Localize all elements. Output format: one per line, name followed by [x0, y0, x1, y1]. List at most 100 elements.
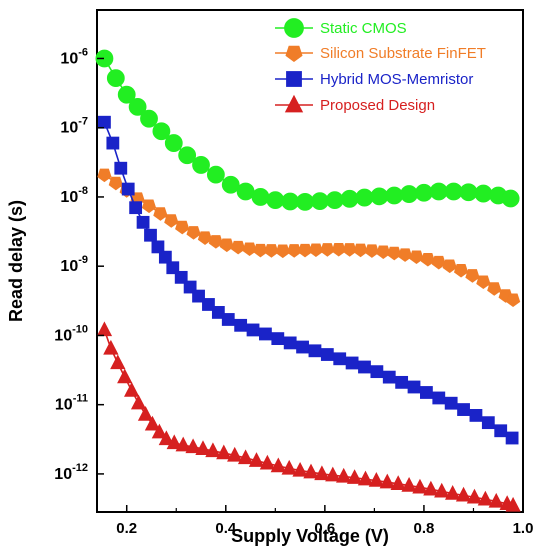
data-point	[368, 472, 385, 487]
legend-label: Hybrid MOS-Memristor	[320, 71, 473, 88]
data-point	[311, 192, 329, 211]
data-point	[358, 360, 371, 374]
plot-frame	[96, 9, 524, 513]
data-point	[412, 478, 428, 494]
data-point	[251, 188, 270, 206]
x-axis-tick-labels: 0.2 0.4 0.6 0.8 1.0	[116, 520, 533, 537]
axis-ticks	[97, 57, 524, 512]
data-point	[219, 238, 234, 253]
data-point	[216, 444, 232, 460]
data-point	[465, 269, 480, 283]
data-point	[303, 463, 319, 479]
data-point	[494, 424, 508, 438]
data-point	[442, 259, 457, 274]
data-point	[474, 184, 493, 203]
data-point	[346, 469, 363, 484]
data-point	[117, 368, 133, 384]
data-point	[340, 189, 359, 208]
y-tick-label: 10-6	[60, 46, 88, 67]
data-point	[487, 282, 502, 296]
data-point	[174, 270, 188, 284]
data-point	[192, 289, 205, 303]
legend: Static CMOS Silicon Substrate FinFET Hybri…	[275, 18, 486, 114]
data-point	[501, 189, 520, 208]
legend-marker	[284, 94, 304, 113]
data-point	[151, 240, 165, 254]
data-point	[281, 459, 297, 475]
y-axis-tick-labels: 10-6 10-7 10-8 10-9 10-10 10-11 10-12	[54, 46, 88, 482]
legend-label: Proposed Design	[320, 97, 435, 114]
x-tick-label: 0.8	[414, 520, 435, 537]
data-point	[246, 323, 260, 337]
data-point	[345, 356, 359, 370]
data-point	[355, 188, 374, 207]
data-point	[97, 168, 112, 183]
data-point	[164, 214, 179, 228]
data-point	[108, 176, 123, 191]
data-point	[259, 454, 276, 470]
data-point	[459, 183, 478, 202]
data-point	[271, 332, 285, 346]
plot-area	[96, 9, 524, 513]
legend-marker	[286, 71, 302, 87]
data-point	[124, 381, 140, 397]
data-point	[117, 85, 136, 104]
series-triangle	[96, 321, 521, 512]
data-point	[140, 109, 158, 128]
data-point	[336, 467, 352, 483]
data-point	[429, 182, 448, 201]
data-point	[453, 263, 469, 278]
data-point	[175, 436, 191, 452]
data-point	[320, 243, 335, 257]
data-point	[166, 261, 180, 275]
y-axis-title: Read delay (s)	[6, 200, 26, 322]
data-point	[481, 416, 495, 430]
x-tick-label: 0.4	[215, 520, 237, 537]
y-tick-label: 10-8	[60, 185, 88, 206]
x-tick-label: 0.2	[116, 520, 137, 537]
data-point	[185, 438, 201, 454]
data-point	[195, 440, 211, 456]
data-point	[364, 244, 380, 258]
data-point	[444, 396, 458, 410]
data-point	[110, 354, 126, 370]
data-point	[466, 488, 483, 504]
data-point	[259, 327, 272, 341]
data-point	[420, 386, 433, 399]
data-point	[469, 409, 483, 422]
data-point	[308, 243, 324, 258]
data-point	[445, 485, 461, 500]
data-point	[129, 201, 143, 215]
data-point	[114, 161, 128, 175]
data-point	[308, 344, 322, 358]
series-square	[98, 115, 519, 445]
data-point	[242, 242, 257, 257]
data-point	[221, 313, 235, 326]
data-point	[407, 380, 421, 394]
data-point	[400, 185, 418, 203]
data-point	[153, 207, 168, 221]
data-point	[231, 240, 246, 255]
data-point	[103, 339, 119, 355]
data-point	[296, 340, 309, 354]
data-point	[96, 321, 113, 337]
data-point	[106, 136, 120, 150]
legend-item: Silicon Substrate FinFET	[275, 45, 486, 62]
data-point	[164, 134, 183, 152]
data-point	[397, 248, 413, 262]
data-point	[320, 348, 334, 361]
y-tick-label: 10-12	[54, 462, 88, 483]
series-line	[103, 121, 513, 439]
data-point	[434, 482, 450, 498]
data-point	[505, 431, 519, 445]
data-point	[275, 244, 290, 259]
legend-item: Static CMOS	[275, 18, 407, 38]
data-point	[248, 452, 265, 467]
data-point	[264, 244, 279, 258]
series-circle	[95, 49, 520, 211]
data-point	[370, 365, 384, 379]
data-point	[395, 375, 409, 389]
data-point	[423, 480, 439, 496]
data-point	[376, 245, 391, 259]
